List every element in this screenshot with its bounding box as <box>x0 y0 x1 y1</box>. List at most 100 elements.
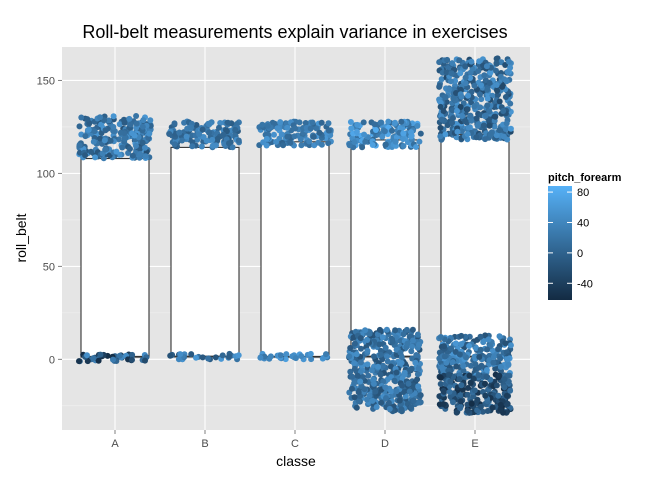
data-point <box>493 60 500 67</box>
data-point <box>462 80 469 87</box>
data-point <box>389 336 396 343</box>
data-point <box>364 337 371 343</box>
data-point <box>383 395 389 402</box>
data-point <box>458 93 465 100</box>
data-point <box>464 391 471 398</box>
data-point <box>392 327 399 334</box>
data-point <box>497 401 504 408</box>
data-point <box>408 404 415 410</box>
data-point <box>392 138 399 145</box>
data-point <box>507 342 514 349</box>
data-point <box>456 351 463 358</box>
data-point <box>414 331 421 338</box>
data-point <box>409 343 415 350</box>
data-point <box>193 122 200 128</box>
data-point <box>203 137 210 144</box>
data-point <box>456 57 463 64</box>
data-point <box>382 141 389 148</box>
data-point <box>400 130 407 137</box>
data-point <box>307 350 314 357</box>
data-point <box>76 142 83 149</box>
data-point <box>491 123 498 130</box>
data-point <box>464 407 471 414</box>
data-point <box>205 355 212 362</box>
data-point <box>313 125 320 132</box>
box-C <box>260 141 330 358</box>
data-point <box>449 359 456 366</box>
data-point <box>502 126 509 133</box>
data-point <box>409 326 416 333</box>
data-point <box>507 100 514 107</box>
data-point <box>346 353 353 360</box>
data-point <box>457 86 464 93</box>
data-point <box>456 376 463 383</box>
data-point <box>129 152 136 159</box>
data-point <box>417 130 424 137</box>
jitter-points <box>76 55 514 416</box>
data-point <box>318 141 325 148</box>
data-point <box>457 104 464 110</box>
data-point <box>440 388 447 395</box>
data-point <box>493 132 500 139</box>
data-point <box>477 91 483 98</box>
data-point <box>476 354 483 360</box>
data-point <box>413 352 420 358</box>
legend-ticks: 80 40 0 -40 <box>548 187 593 290</box>
data-point <box>507 387 514 394</box>
data-point <box>139 139 146 146</box>
data-point <box>76 123 83 130</box>
data-point <box>379 334 386 341</box>
data-point <box>97 114 103 121</box>
data-point <box>110 123 117 130</box>
data-point <box>347 368 354 375</box>
data-point <box>452 340 459 347</box>
data-point <box>501 376 508 383</box>
data-point <box>403 326 410 333</box>
data-point <box>376 326 383 333</box>
data-point <box>478 82 485 89</box>
data-point <box>349 373 356 380</box>
data-point <box>214 135 221 142</box>
y-axis-ticks: 0 50 100 150 <box>37 75 62 366</box>
data-point <box>454 107 460 114</box>
data-point <box>167 352 174 359</box>
data-point <box>504 356 511 363</box>
data-point <box>263 135 270 142</box>
data-point <box>189 143 196 150</box>
box-B <box>170 146 240 358</box>
data-point <box>462 74 469 81</box>
data-point <box>92 154 99 161</box>
data-point <box>399 382 406 389</box>
data-point <box>226 140 232 147</box>
data-point <box>127 121 134 128</box>
data-point <box>391 377 398 384</box>
data-point <box>277 352 284 359</box>
legend-label: 80 <box>577 187 589 199</box>
data-point <box>408 133 415 140</box>
data-point <box>380 362 386 369</box>
data-point <box>449 60 456 67</box>
data-point <box>460 367 467 374</box>
data-point <box>264 122 271 129</box>
data-point <box>480 122 487 129</box>
data-point <box>437 103 444 110</box>
data-point <box>235 137 242 144</box>
data-point <box>90 355 97 362</box>
data-point <box>280 142 287 149</box>
data-point <box>479 408 486 415</box>
data-point <box>357 335 364 342</box>
data-point <box>496 372 503 379</box>
data-point <box>370 380 377 387</box>
data-point <box>416 341 423 348</box>
data-point <box>369 142 376 148</box>
data-point <box>507 64 514 71</box>
data-point <box>408 348 415 355</box>
data-point <box>443 69 450 76</box>
data-point <box>497 363 504 370</box>
data-point <box>183 133 190 140</box>
data-point <box>477 346 484 353</box>
data-point <box>398 354 405 361</box>
data-point <box>449 107 456 114</box>
data-point <box>354 121 361 128</box>
